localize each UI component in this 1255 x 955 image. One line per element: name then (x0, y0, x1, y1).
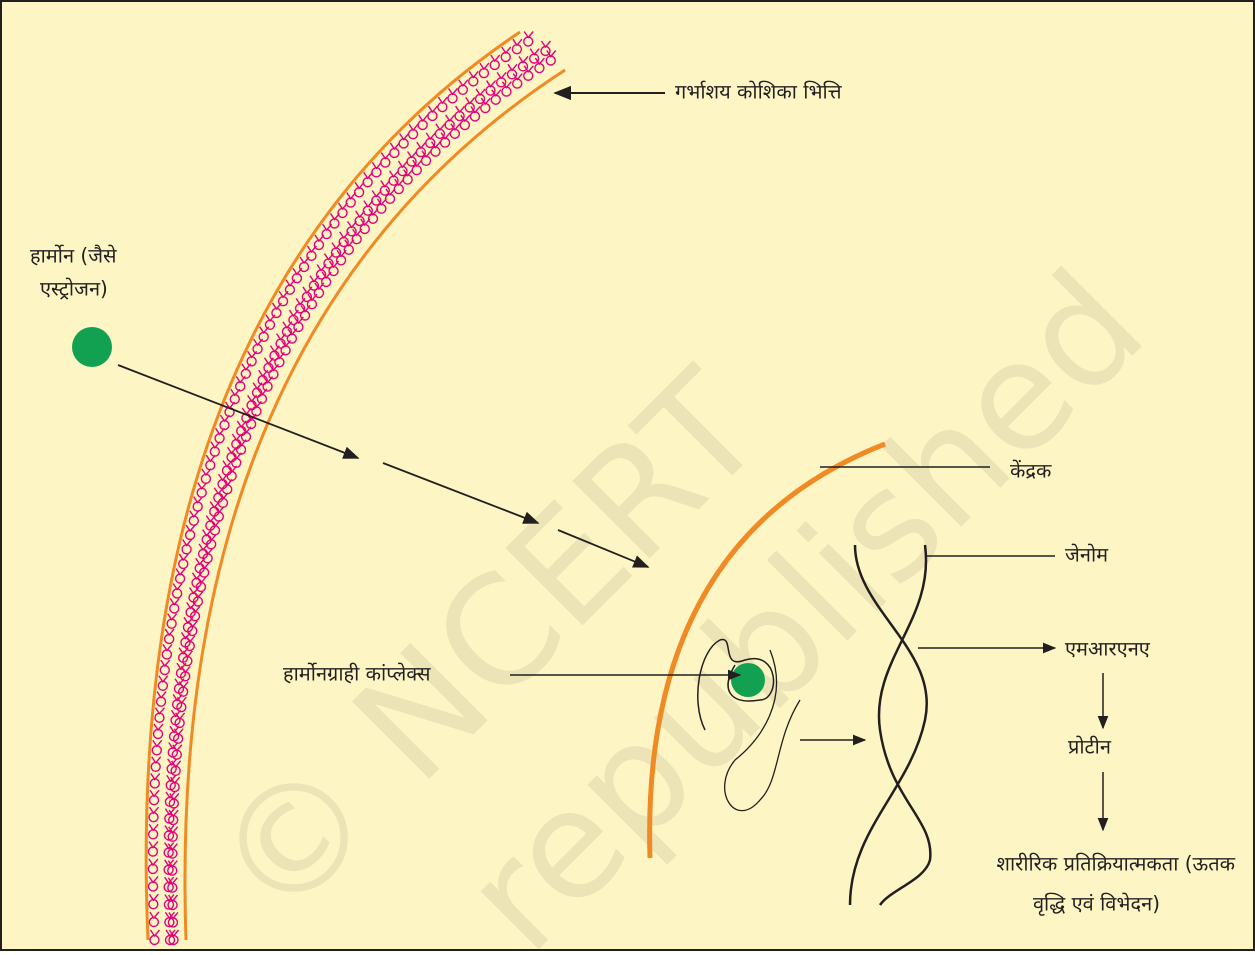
label: वृद्धि एवं विभेदन) (1033, 892, 1160, 917)
label: जेनोम (1065, 543, 1109, 567)
label: हार्मोनग्राही कांप्लेक्स (283, 662, 431, 686)
label: प्रोटीन (1068, 735, 1112, 759)
hormone-bound (731, 663, 765, 697)
label: एमआरएनए (1065, 637, 1151, 661)
label: हार्मोन (जैसे (30, 244, 117, 268)
label: एस्ट्रोजन) (40, 277, 108, 301)
label: केंद्रक (1010, 459, 1052, 483)
hormone (72, 327, 112, 367)
label: गर्भाशय कोशिका भित्ति (675, 80, 843, 104)
label: शारीरिक प्रतिक्रियात्मकता (ऊतक (996, 852, 1235, 876)
diagram: © NCERT republished गर्भाशय कोशिका भित्त… (0, 0, 1255, 951)
